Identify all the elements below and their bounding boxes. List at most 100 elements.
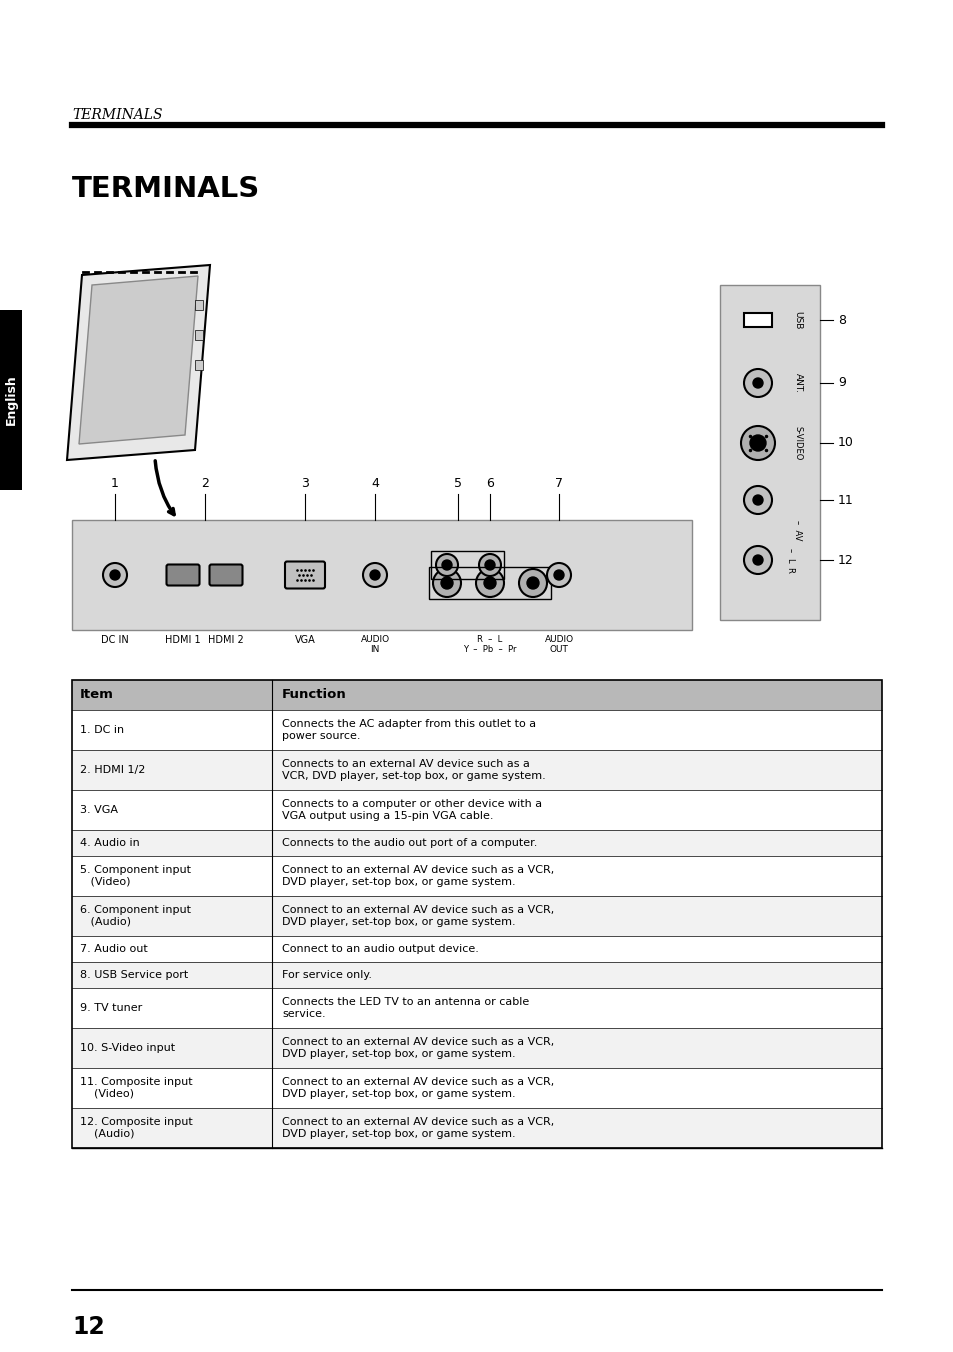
Text: R  –  L: R – L (476, 635, 502, 644)
Circle shape (743, 485, 771, 514)
Text: VGA: VGA (294, 635, 315, 645)
Text: 9. TV tuner: 9. TV tuner (80, 1003, 142, 1013)
Text: TERMINALS: TERMINALS (71, 174, 260, 203)
Circle shape (476, 569, 503, 598)
Text: 11. Composite input
    (Video): 11. Composite input (Video) (80, 1078, 193, 1099)
Bar (743, 314, 771, 327)
Text: DC IN: DC IN (101, 635, 129, 645)
Bar (720, 285, 820, 621)
Text: AUDIO
IN: AUDIO IN (360, 635, 389, 654)
Circle shape (440, 577, 453, 589)
Text: 4. Audio in: 4. Audio in (80, 838, 139, 848)
Text: Connect to an external AV device such as a VCR,
DVD player, set-top box, or game: Connect to an external AV device such as… (282, 906, 554, 927)
Text: 2. HDMI 1/2: 2. HDMI 1/2 (80, 765, 145, 775)
Bar (71, 896, 882, 936)
Bar (194, 330, 203, 339)
Text: 6. Component input
   (Audio): 6. Component input (Audio) (80, 906, 191, 927)
Bar (71, 521, 691, 630)
Bar (71, 790, 882, 830)
Text: 7: 7 (555, 477, 562, 489)
Bar (71, 1109, 882, 1148)
FancyBboxPatch shape (285, 561, 325, 588)
Circle shape (433, 569, 460, 598)
Circle shape (370, 571, 379, 580)
Text: ANT.: ANT. (793, 373, 801, 393)
Text: Connects to the audio out port of a computer.: Connects to the audio out port of a comp… (282, 838, 537, 848)
Text: Connect to an external AV device such as a VCR,
DVD player, set-top box, or game: Connect to an external AV device such as… (282, 865, 554, 887)
Bar (71, 936, 882, 963)
Text: 10: 10 (837, 437, 853, 449)
Circle shape (526, 577, 538, 589)
Text: 5: 5 (454, 477, 461, 489)
Text: 9: 9 (837, 376, 845, 389)
Text: 2: 2 (201, 477, 209, 489)
Text: HDMI 2: HDMI 2 (208, 635, 244, 645)
Text: Connects to a computer or other device with a
VGA output using a 15-pin VGA cabl: Connects to a computer or other device w… (282, 799, 541, 821)
Text: TERMINALS: TERMINALS (71, 108, 162, 122)
Circle shape (752, 379, 762, 388)
Text: Connect to an external AV device such as a VCR,
DVD player, set-top box, or game: Connect to an external AV device such as… (282, 1078, 554, 1099)
Circle shape (518, 569, 546, 598)
Circle shape (441, 560, 452, 571)
Text: Y  –  Pb  –  Pr: Y – Pb – Pr (463, 645, 517, 654)
Text: 7. Audio out: 7. Audio out (80, 944, 148, 955)
Circle shape (546, 562, 571, 587)
Bar (194, 300, 203, 310)
Circle shape (743, 546, 771, 575)
Text: Connect to an audio output device.: Connect to an audio output device. (282, 944, 478, 955)
Circle shape (436, 554, 457, 576)
Text: R: R (784, 566, 794, 573)
Text: S-VIDEO: S-VIDEO (793, 426, 801, 460)
Bar (71, 710, 882, 750)
Circle shape (110, 571, 120, 580)
Polygon shape (67, 265, 210, 460)
Bar (71, 680, 882, 710)
Text: 8: 8 (837, 314, 845, 326)
Text: English: English (5, 375, 17, 426)
Text: Connect to an external AV device such as a VCR,
DVD player, set-top box, or game: Connect to an external AV device such as… (282, 1117, 554, 1138)
Bar (71, 1068, 882, 1109)
Text: Function: Function (282, 688, 346, 702)
Bar (71, 750, 882, 790)
Circle shape (484, 560, 495, 571)
Circle shape (752, 495, 762, 506)
FancyBboxPatch shape (167, 565, 199, 585)
Text: 8. USB Service port: 8. USB Service port (80, 969, 188, 980)
Circle shape (749, 435, 765, 452)
Bar (71, 680, 882, 1148)
Text: 6: 6 (485, 477, 494, 489)
Text: L: L (784, 557, 794, 562)
Bar (71, 963, 882, 988)
Text: USB: USB (793, 311, 801, 329)
Text: HDMI 1: HDMI 1 (165, 635, 200, 645)
Bar (71, 1028, 882, 1068)
Bar (71, 988, 882, 1028)
Text: 4: 4 (371, 477, 378, 489)
Text: Connect to an external AV device such as a VCR,
DVD player, set-top box, or game: Connect to an external AV device such as… (282, 1037, 554, 1059)
Bar (0, 310, 22, 489)
Text: 12. Composite input
    (Audio): 12. Composite input (Audio) (80, 1117, 193, 1138)
Circle shape (740, 426, 774, 460)
Bar (71, 856, 882, 896)
Text: For service only.: For service only. (282, 969, 372, 980)
Text: –  AV: – AV (793, 519, 801, 541)
Circle shape (554, 571, 563, 580)
Text: Connects the LED TV to an antenna or cable
service.: Connects the LED TV to an antenna or cab… (282, 998, 529, 1019)
Text: Connects the AC adapter from this outlet to a
power source.: Connects the AC adapter from this outlet… (282, 719, 536, 741)
Text: 3. VGA: 3. VGA (80, 804, 118, 815)
Circle shape (103, 562, 127, 587)
Text: 3: 3 (301, 477, 309, 489)
Circle shape (752, 556, 762, 565)
Text: 5. Component input
   (Video): 5. Component input (Video) (80, 865, 191, 887)
Text: 12: 12 (837, 553, 853, 566)
Bar (71, 830, 882, 856)
Text: 12: 12 (71, 1315, 105, 1338)
Bar (431, 552, 503, 579)
FancyBboxPatch shape (210, 565, 242, 585)
Bar (194, 360, 203, 370)
Text: –: – (784, 548, 794, 552)
Bar (429, 566, 551, 599)
Text: Connects to an external AV device such as a
VCR, DVD player, set-top box, or gam: Connects to an external AV device such a… (282, 760, 545, 781)
Circle shape (478, 554, 500, 576)
Circle shape (743, 369, 771, 397)
